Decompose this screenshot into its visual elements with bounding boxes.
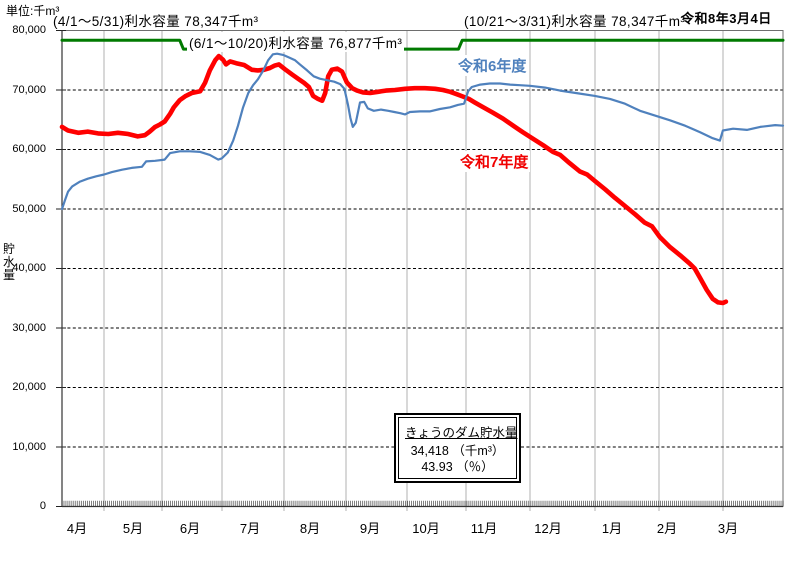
capacity-label-apr-may: (4/1～5/31)利水容量 78,347千m³ xyxy=(53,14,259,29)
series-label-reiwa6: 令和6年度 xyxy=(456,55,529,76)
x-month-label: 6月 xyxy=(179,521,201,536)
y-axis-title: 貯 水 量 xyxy=(2,242,15,282)
x-month-label: 10月 xyxy=(412,521,440,536)
y-tick-label: 0 xyxy=(39,500,46,512)
x-month-label: 4月 xyxy=(66,521,88,536)
today-storage-volume: 34,418 （千m³） xyxy=(410,444,505,458)
report-date: 令和8年3月4日 xyxy=(681,11,772,26)
series-line-current xyxy=(59,53,729,306)
x-month-label: 8月 xyxy=(299,521,321,536)
x-month-label: 1月 xyxy=(601,521,623,536)
x-month-label: 7月 xyxy=(239,521,261,536)
y-tick-label: 30,000 xyxy=(12,321,46,334)
x-month-label: 9月 xyxy=(359,521,381,536)
today-storage-box-inner: きょうのダム貯水量 34,418 （千m³） 43.93 （％） xyxy=(398,417,518,479)
y-tick-label: 80,000 xyxy=(12,24,46,36)
x-month-label: 2月 xyxy=(656,521,678,536)
today-storage-title: きょうのダム貯水量 xyxy=(405,426,518,440)
capacity-label-oct-mar: (10/21～3/31)利水容量 78,347千m³ xyxy=(464,14,686,29)
unit-label: 単位:千m³ xyxy=(6,4,60,18)
y-tick-label: 70,000 xyxy=(12,83,46,96)
series-line-previous xyxy=(60,52,785,211)
today-storage-percent: 43.93 （％） xyxy=(421,460,494,474)
series-line-capacity xyxy=(60,38,785,51)
x-month-label: 5月 xyxy=(122,521,144,536)
today-storage-box: きょうのダム貯水量 34,418 （千m³） 43.93 （％） xyxy=(394,413,521,483)
y-tick-label: 40,000 xyxy=(12,262,46,274)
x-month-label: 12月 xyxy=(534,521,562,536)
y-tick-label: 10,000 xyxy=(12,440,46,453)
x-month-label: 3月 xyxy=(717,521,739,536)
y-tick-label: 60,000 xyxy=(12,143,46,155)
series-label-reiwa7: 令和7年度 xyxy=(458,151,531,172)
x-month-label: 11月 xyxy=(470,521,498,536)
y-tick-label: 20,000 xyxy=(12,381,46,393)
y-tick-label: 50,000 xyxy=(12,202,46,215)
capacity-label-jun-oct: (6/1～10/20)利水容量 76,877千m³ xyxy=(187,32,405,52)
daily-tick-comb xyxy=(61,500,784,506)
